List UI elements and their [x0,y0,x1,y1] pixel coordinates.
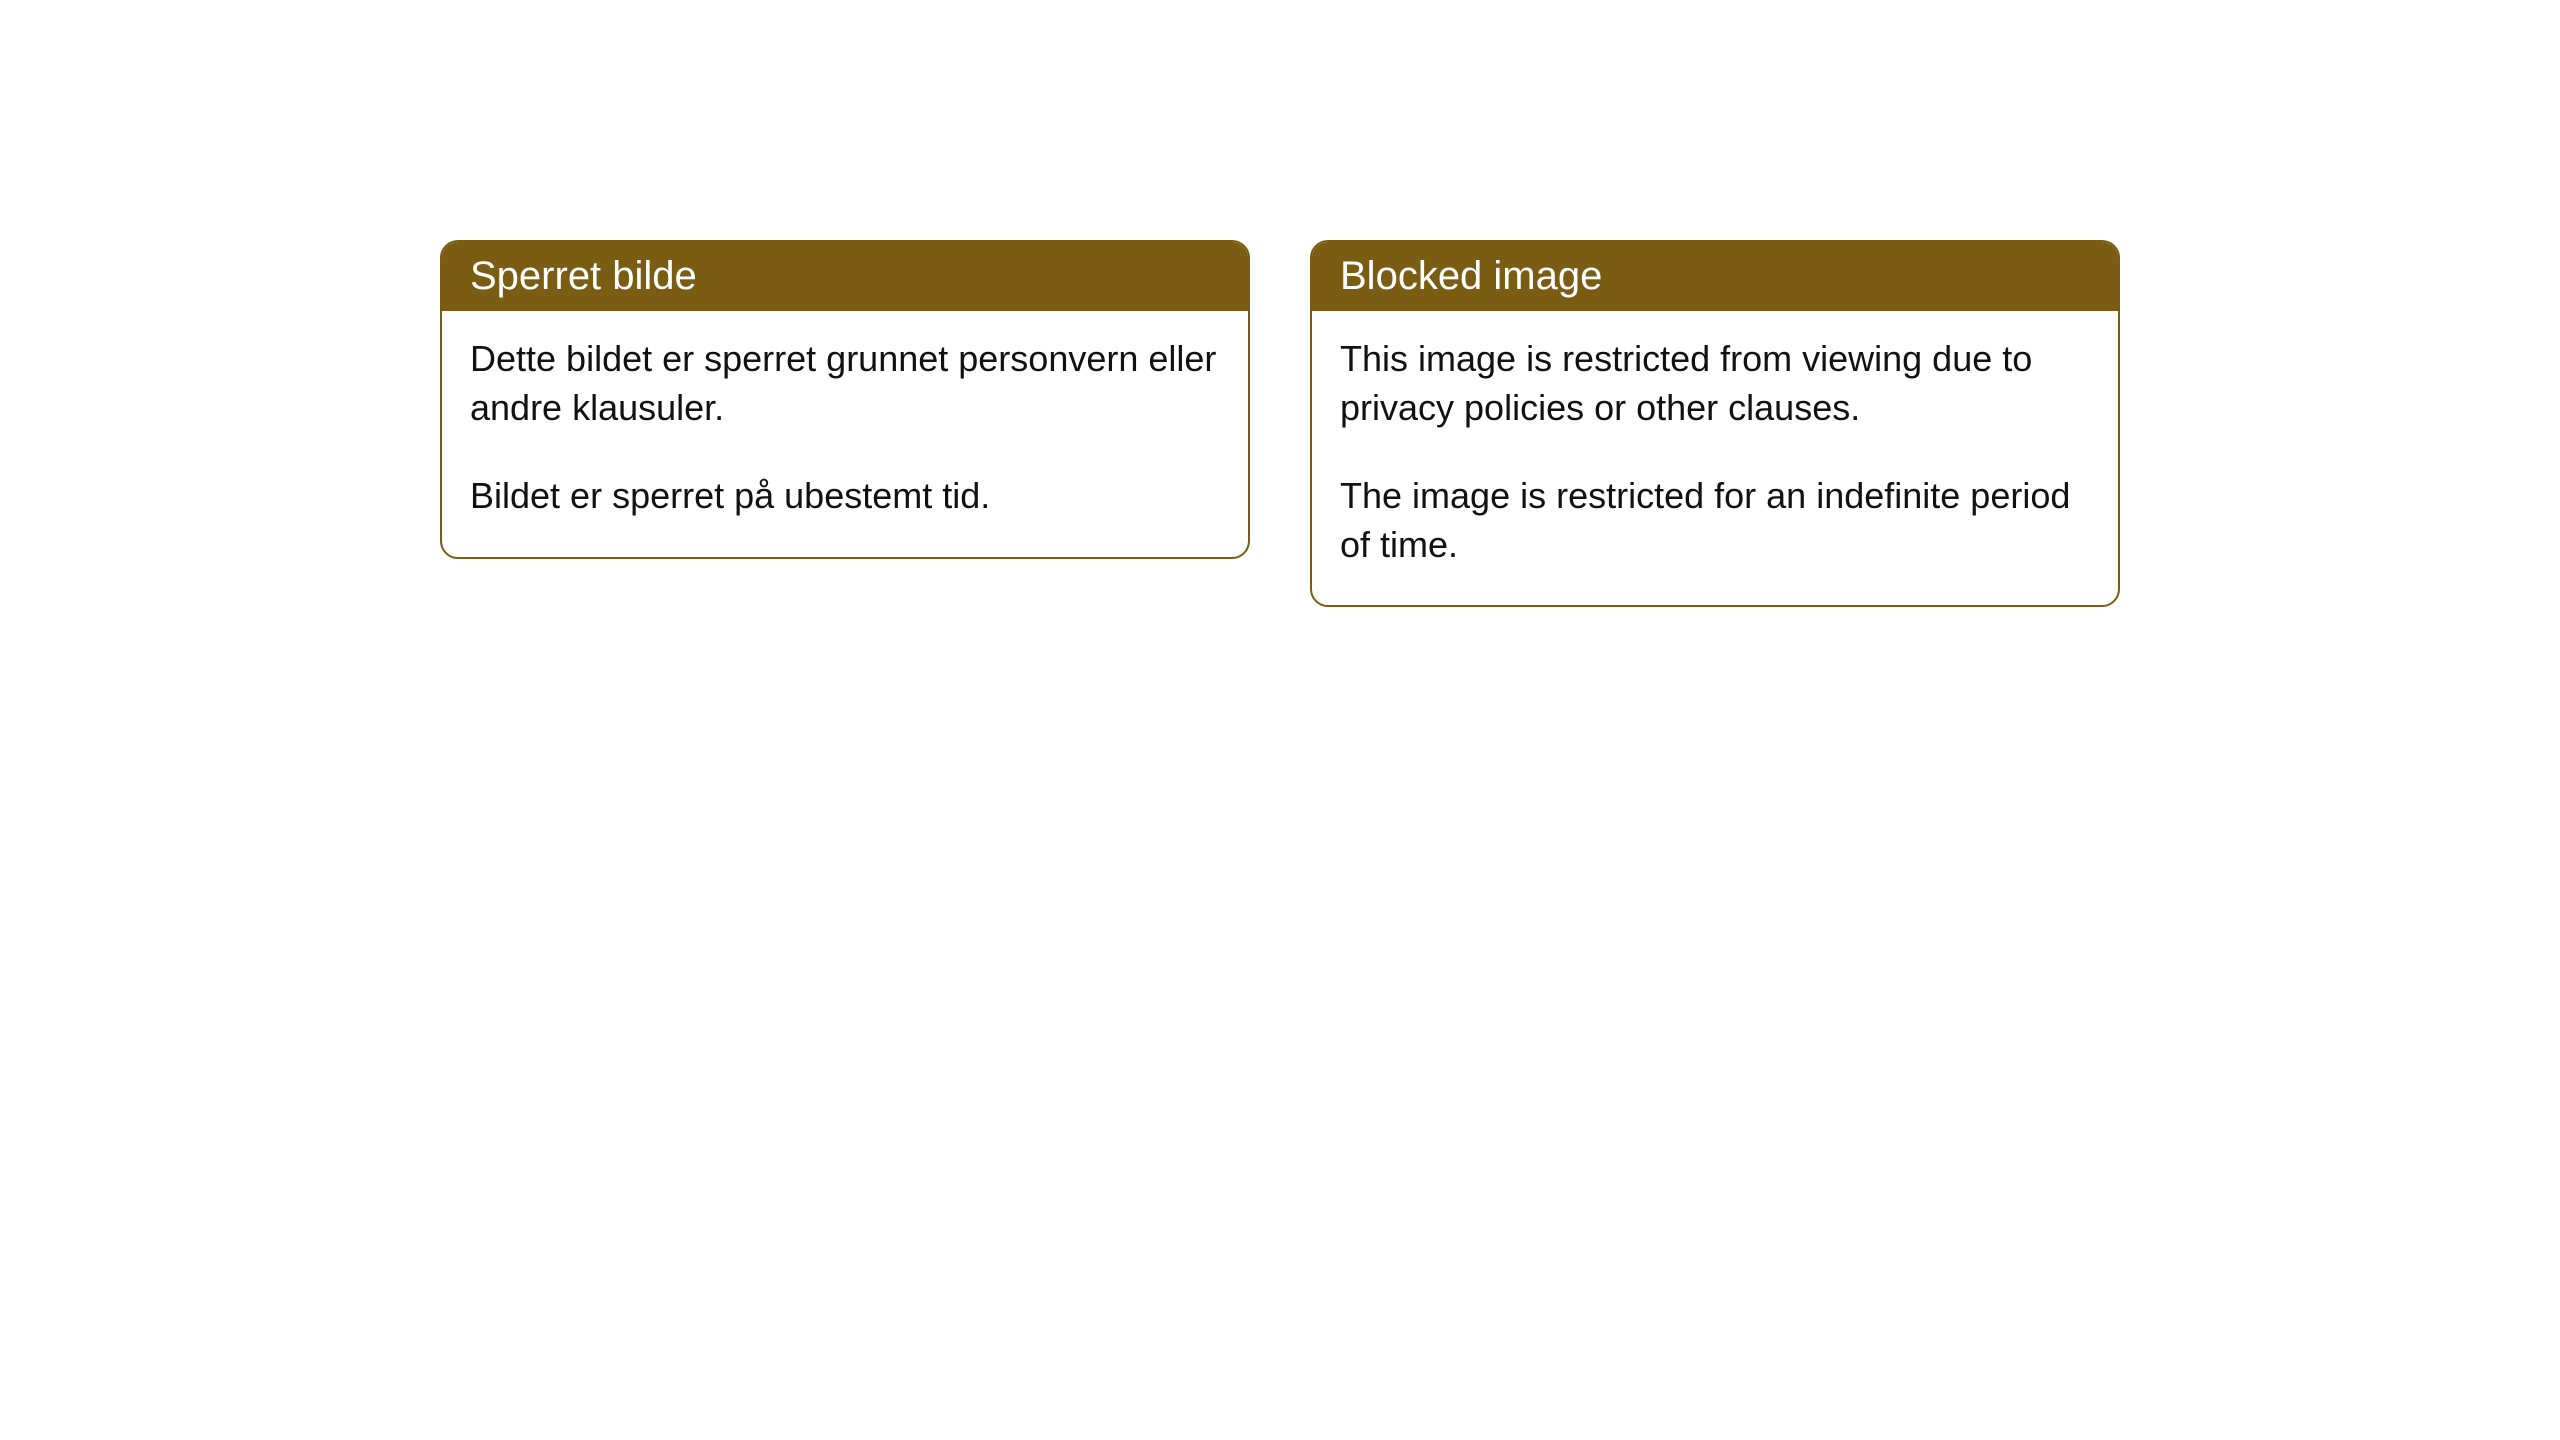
card-paragraph: Bildet er sperret på ubestemt tid. [470,472,1220,521]
card-paragraph: Dette bildet er sperret grunnet personve… [470,335,1220,432]
card-title: Blocked image [1340,254,1602,298]
blocked-image-card-norwegian: Sperret bilde Dette bildet er sperret gr… [440,240,1250,559]
card-paragraph: The image is restricted for an indefinit… [1340,472,2090,569]
card-body: Dette bildet er sperret grunnet personve… [442,311,1248,557]
card-title: Sperret bilde [470,254,697,298]
card-body: This image is restricted from viewing du… [1312,311,2118,605]
blocked-image-card-english: Blocked image This image is restricted f… [1310,240,2120,607]
card-header: Blocked image [1312,242,2118,311]
card-header: Sperret bilde [442,242,1248,311]
card-paragraph: This image is restricted from viewing du… [1340,335,2090,432]
